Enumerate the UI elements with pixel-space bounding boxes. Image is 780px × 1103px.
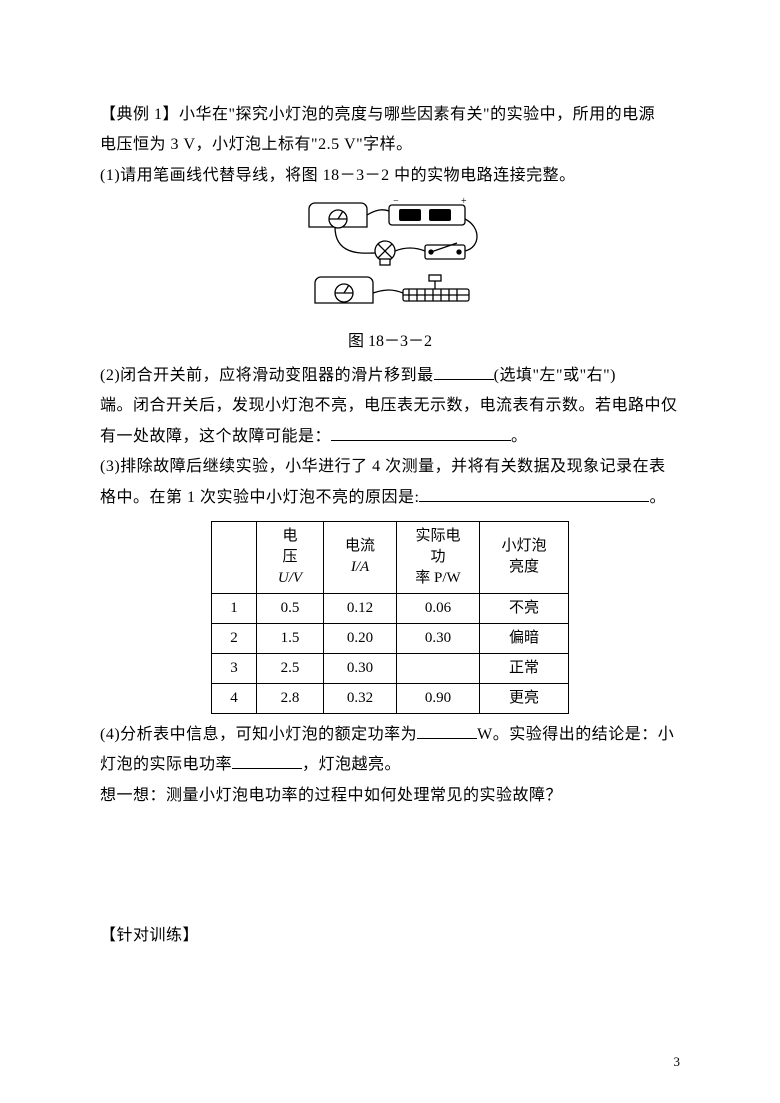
table-row: 4 2.8 0.32 0.90 更亮 [212, 683, 569, 713]
col-voltage-header: 电 压 U/V [257, 521, 324, 593]
cell-voltage: 2.5 [257, 653, 324, 683]
q3-l2-b: 。 [649, 489, 666, 506]
question-2-line2: 端。闭合开关后，发现小灯泡不亮，电压表无示数，电流表有示数。若电路中仅 [100, 391, 680, 421]
cell-current: 0.32 [324, 683, 397, 713]
col-brightness-header: 小灯泡 亮度 [480, 521, 569, 593]
q4-l2-b: ，灯泡越亮。 [302, 756, 401, 773]
cell-brightness: 不亮 [480, 593, 569, 623]
cell-voltage: 1.5 [257, 623, 324, 653]
q4-l2-a: 灯泡的实际电功率 [100, 756, 232, 773]
figure-caption: 图 18－3－2 [100, 327, 680, 357]
cell-brightness: 正常 [480, 653, 569, 683]
blank-rated-power[interactable] [417, 722, 477, 739]
example-intro-line1: 【典例 1】小华在"探究小灯泡的亮度与哪些因素有关"的实验中，所用的电源 [100, 100, 680, 130]
cell-brightness: 偏暗 [480, 623, 569, 653]
practice-label: 【针对训练】 [100, 921, 680, 951]
svg-text:−: − [393, 197, 399, 207]
table-row: 2 1.5 0.20 0.30 偏暗 [212, 623, 569, 653]
blank-reason[interactable] [419, 485, 649, 502]
q2-l3-a: 有一处故障，这个故障可能是： [100, 428, 331, 445]
cell-power: 0.30 [397, 623, 480, 653]
data-table-wrap: 电 压 U/V 电流 I/A 实际电 功 率 P/W 小灯泡 亮度 [100, 521, 680, 714]
circuit-diagram: − + [100, 197, 680, 324]
q2-text-b: (选填"左"或"右") [494, 367, 616, 384]
blank-conclusion[interactable] [232, 752, 302, 769]
cell-current: 0.20 [324, 623, 397, 653]
cell-power: 0.06 [397, 593, 480, 623]
blank-fault[interactable] [331, 424, 511, 441]
question-2-line3: 有一处故障，这个故障可能是： 。 [100, 422, 680, 452]
table-row: 1 0.5 0.12 0.06 不亮 [212, 593, 569, 623]
question-3-line2: 格中。在第 1 次实验中小灯泡不亮的原因是: 。 [100, 483, 680, 513]
question-1: (1)请用笔画线代替导线，将图 18－3－2 中的实物电路连接完整。 [100, 161, 680, 191]
cell-current: 0.12 [324, 593, 397, 623]
svg-text:+: + [461, 197, 467, 207]
question-3-line1: (3)排除故障后继续实验，小华进行了 4 次测量，并将有关数据及现象记录在表 [100, 452, 680, 482]
data-table: 电 压 U/V 电流 I/A 实际电 功 率 P/W 小灯泡 亮度 [211, 521, 569, 714]
cell-current: 0.30 [324, 653, 397, 683]
page-number: 3 [674, 1050, 681, 1075]
spacer [100, 811, 680, 921]
cell-brightness: 更亮 [480, 683, 569, 713]
example-label: 【典例 1】 [100, 106, 179, 123]
q2-l3-b: 。 [511, 428, 528, 445]
col-power-header: 实际电 功 率 P/W [397, 521, 480, 593]
cell-voltage: 2.8 [257, 683, 324, 713]
col-current-header: 电流 I/A [324, 521, 397, 593]
q4-a: (4)分析表中信息，可知小灯泡的额定功率为 [100, 726, 417, 743]
blank-left-right[interactable] [434, 363, 494, 380]
circuit-svg: − + [285, 197, 495, 313]
q4-b: W。实验得出的结论是：小 [477, 726, 674, 743]
table-header-row: 电 压 U/V 电流 I/A 实际电 功 率 P/W 小灯泡 亮度 [212, 521, 569, 593]
question-2-line1: (2)闭合开关前，应将滑动变阻器的滑片移到最 (选填"左"或"右") [100, 361, 680, 391]
col-index-header [212, 521, 257, 593]
q2-text-a: (2)闭合开关前，应将滑动变阻器的滑片移到最 [100, 367, 434, 384]
cell-power [397, 653, 480, 683]
cell-idx: 1 [212, 593, 257, 623]
example-intro-line2: 电压恒为 3 V，小灯泡上标有"2.5 V"字样。 [100, 130, 680, 160]
think-prompt: 想一想：测量小灯泡电功率的过程中如何处理常见的实验故障？ [100, 781, 680, 811]
question-4-line1: (4)分析表中信息，可知小灯泡的额定功率为 W。实验得出的结论是：小 [100, 720, 680, 750]
intro-text-1: 小华在"探究小灯泡的亮度与哪些因素有关"的实验中，所用的电源 [179, 106, 655, 123]
cell-idx: 3 [212, 653, 257, 683]
question-4-line2: 灯泡的实际电功率 ，灯泡越亮。 [100, 750, 680, 780]
cell-voltage: 0.5 [257, 593, 324, 623]
table-row: 3 2.5 0.30 正常 [212, 653, 569, 683]
cell-power: 0.90 [397, 683, 480, 713]
q3-l2-a: 格中。在第 1 次实验中小灯泡不亮的原因是: [100, 489, 419, 506]
cell-idx: 2 [212, 623, 257, 653]
cell-idx: 4 [212, 683, 257, 713]
